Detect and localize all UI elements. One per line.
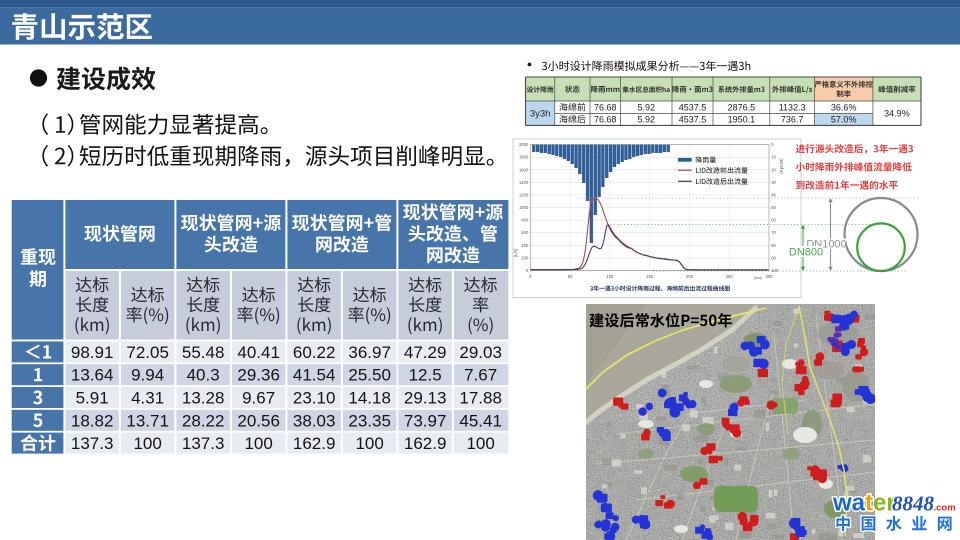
svg-text:25.50: 25.50 [348, 366, 391, 385]
svg-text:.com: .com [934, 503, 956, 514]
svg-text:7.67: 7.67 [464, 366, 497, 385]
svg-text:80: 80 [771, 243, 776, 248]
svg-text:12.5: 12.5 [409, 366, 442, 385]
svg-text:300: 300 [766, 274, 774, 279]
svg-text:100: 100 [133, 434, 161, 453]
svg-text:13.28: 13.28 [182, 389, 225, 408]
svg-text:1600: 1600 [519, 167, 529, 172]
svg-text:1800: 1800 [519, 155, 529, 160]
svg-text:100: 100 [771, 268, 779, 273]
svg-text:40.41: 40.41 [237, 343, 280, 362]
svg-text:29.03: 29.03 [459, 343, 502, 362]
svg-text:100: 100 [244, 434, 272, 453]
svg-text:(L/s): (L/s) [513, 248, 518, 257]
svg-text:20.56: 20.56 [237, 411, 280, 430]
svg-text:36.97: 36.97 [348, 343, 391, 362]
svg-text:4537.5: 4537.5 [679, 114, 707, 124]
svg-text:36.6%: 36.6% [831, 102, 857, 112]
svg-text:47.29: 47.29 [404, 343, 447, 362]
svg-text:18.82: 18.82 [71, 411, 114, 430]
svg-text:4537.5: 4537.5 [679, 102, 707, 112]
svg-text:98.91: 98.91 [71, 343, 114, 362]
svg-text:10: 10 [771, 155, 776, 160]
svg-text:162.9: 162.9 [293, 434, 336, 453]
svg-text:76.68: 76.68 [594, 114, 617, 124]
svg-text:45.41: 45.41 [459, 411, 502, 430]
svg-text:30: 30 [771, 180, 776, 185]
svg-text:14.18: 14.18 [348, 389, 391, 408]
svg-text:90: 90 [771, 255, 776, 260]
svg-text:5.91: 5.91 [76, 389, 109, 408]
svg-text:8848: 8848 [892, 492, 935, 516]
svg-text:137.3: 137.3 [71, 434, 114, 453]
svg-text:(min): (min) [754, 276, 763, 280]
svg-text:5.92: 5.92 [637, 102, 655, 112]
svg-text:29.36: 29.36 [237, 366, 280, 385]
svg-text:13.71: 13.71 [126, 411, 169, 430]
svg-text:400: 400 [521, 243, 529, 248]
svg-text:0: 0 [529, 274, 532, 279]
svg-text:38.03: 38.03 [293, 411, 336, 430]
svg-text:250: 250 [726, 274, 734, 279]
svg-text:50: 50 [568, 274, 573, 279]
svg-text:DN800: DN800 [789, 247, 823, 259]
svg-text:41.54: 41.54 [293, 366, 336, 385]
svg-text:60: 60 [771, 218, 776, 223]
svg-text:200: 200 [686, 274, 694, 279]
svg-text:3y3h: 3y3h [530, 109, 551, 120]
svg-text:1132.3: 1132.3 [779, 102, 806, 112]
svg-text:1000: 1000 [519, 205, 529, 210]
svg-text:57.0%: 57.0% [831, 114, 857, 124]
svg-text:60.22: 60.22 [293, 343, 336, 362]
svg-text:72.05: 72.05 [126, 343, 169, 362]
svg-text:162.9: 162.9 [404, 434, 447, 453]
svg-text:0: 0 [526, 268, 529, 273]
svg-text:9.94: 9.94 [131, 366, 164, 385]
svg-text:50: 50 [771, 205, 776, 210]
svg-text:water: water [832, 490, 896, 517]
svg-text:34.9%: 34.9% [884, 109, 910, 119]
svg-text:40.3: 40.3 [187, 366, 220, 385]
svg-text:150: 150 [646, 274, 654, 279]
svg-text:29.13: 29.13 [404, 389, 447, 408]
svg-text:76.68: 76.68 [594, 102, 617, 112]
svg-text:100: 100 [606, 274, 614, 279]
svg-text:4.31: 4.31 [131, 389, 164, 408]
svg-text:70: 70 [771, 230, 776, 235]
svg-text:13.64: 13.64 [71, 366, 114, 385]
svg-text:73.97: 73.97 [404, 411, 447, 430]
svg-text:28.22: 28.22 [182, 411, 225, 430]
svg-text:20: 20 [771, 167, 776, 172]
svg-text:1200: 1200 [519, 192, 529, 197]
svg-text:1400: 1400 [519, 180, 529, 185]
svg-text:2000: 2000 [519, 142, 529, 147]
svg-text:55.48: 55.48 [182, 343, 225, 362]
svg-text:1950.1: 1950.1 [728, 114, 756, 124]
svg-text:0: 0 [771, 142, 774, 147]
svg-text:200: 200 [521, 255, 529, 260]
svg-text:100: 100 [355, 434, 383, 453]
svg-text:17.88: 17.88 [459, 389, 502, 408]
svg-text:600: 600 [521, 230, 529, 235]
svg-text:100: 100 [466, 434, 494, 453]
svg-text:2876.5: 2876.5 [728, 102, 756, 112]
svg-text:5.92: 5.92 [637, 114, 655, 124]
svg-text:9.67: 9.67 [242, 389, 275, 408]
svg-text:40: 40 [771, 192, 776, 197]
svg-text:23.10: 23.10 [293, 389, 336, 408]
svg-text:800: 800 [521, 218, 529, 223]
svg-text:736.7: 736.7 [781, 114, 804, 124]
svg-text:23.35: 23.35 [348, 411, 391, 430]
svg-text:137.3: 137.3 [182, 434, 225, 453]
svg-text:(mm/hr): (mm/hr) [779, 158, 784, 174]
